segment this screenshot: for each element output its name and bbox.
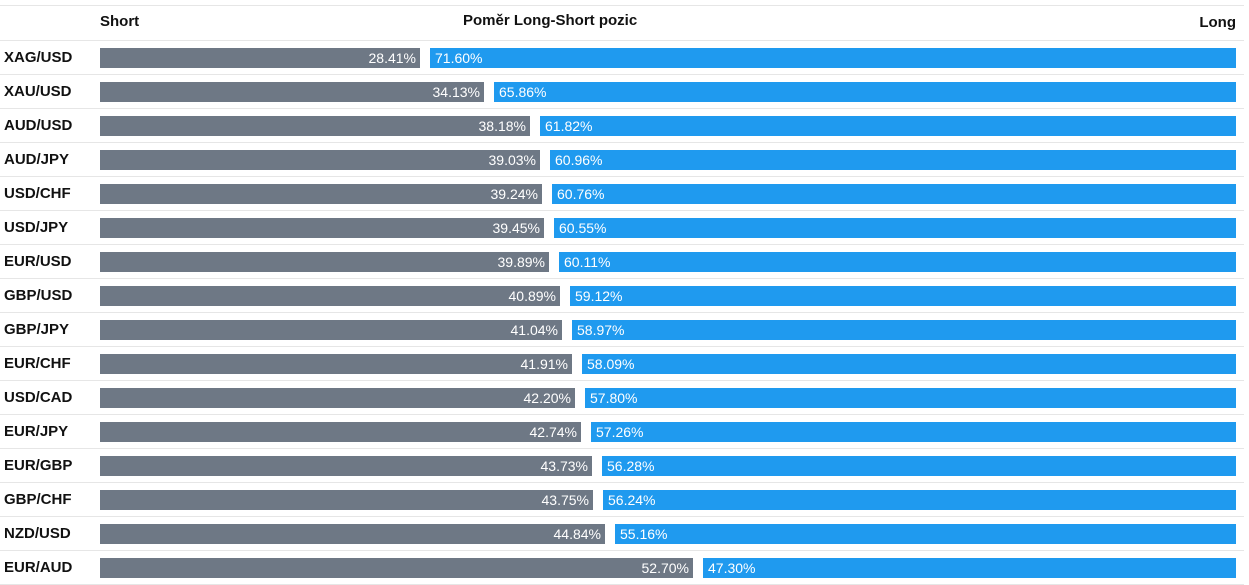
pair-label-eur-jpy: EUR/JPY [4, 423, 69, 440]
table-row: EUR/AUD 52.70% 47.30% [0, 551, 1244, 585]
short-bar-aud-usd: 38.18% [100, 116, 530, 136]
pair-label-eur-gbp: EUR/GBP [4, 457, 73, 474]
table-row: AUD/USD 38.18% 61.82% [0, 109, 1244, 143]
long-bar-nzd-usd: 55.16% [615, 524, 1236, 544]
long-bar-aud-usd: 61.82% [540, 116, 1236, 136]
pair-label-nzd-usd: NZD/USD [4, 525, 71, 542]
table-row: USD/CAD 42.20% 57.80% [0, 381, 1244, 415]
table-row: USD/CHF 39.24% 60.76% [0, 177, 1244, 211]
long-bar-eur-aud: 47.30% [703, 558, 1236, 578]
table-row: XAG/USD 28.41% 71.60% [0, 41, 1244, 75]
short-bar-gbp-usd: 40.89% [100, 286, 560, 306]
pair-label-gbp-chf: GBP/CHF [4, 491, 72, 508]
table-row: GBP/CHF 43.75% 56.24% [0, 483, 1244, 517]
short-bar-gbp-chf: 43.75% [100, 490, 593, 510]
long-bar-gbp-usd: 59.12% [570, 286, 1236, 306]
long-bar-usd-cad: 57.80% [585, 388, 1236, 408]
short-bar-eur-chf: 41.91% [100, 354, 572, 374]
short-bar-nzd-usd: 44.84% [100, 524, 605, 544]
table-row: GBP/JPY 41.04% 58.97% [0, 313, 1244, 347]
long-bar-aud-jpy: 60.96% [550, 150, 1236, 170]
table-header: Short Poměr Long-Short pozic Long [0, 5, 1244, 41]
long-bar-eur-jpy: 57.26% [591, 422, 1236, 442]
pair-label-aud-jpy: AUD/JPY [4, 151, 70, 168]
long-bar-xau-usd: 65.86% [494, 82, 1236, 102]
table-row: XAU/USD 34.13% 65.86% [0, 75, 1244, 109]
pair-label-usd-jpy: USD/JPY [4, 219, 69, 236]
pair-label-gbp-usd: GBP/USD [4, 287, 73, 304]
long-bar-eur-usd: 60.11% [559, 252, 1236, 272]
pair-label-eur-chf: EUR/CHF [4, 355, 71, 372]
chart-title: Poměr Long-Short pozic [463, 12, 638, 29]
table-row: GBP/USD 40.89% 59.12% [0, 279, 1244, 313]
table-row: EUR/GBP 43.73% 56.28% [0, 449, 1244, 483]
short-column-header: Short [100, 13, 140, 30]
long-bar-eur-chf: 58.09% [582, 354, 1236, 374]
short-bar-xau-usd: 34.13% [100, 82, 484, 102]
short-bar-eur-gbp: 43.73% [100, 456, 592, 476]
pair-label-usd-cad: USD/CAD [4, 389, 73, 406]
long-short-ratio-table: Short Poměr Long-Short pozic Long XAG/US… [0, 5, 1244, 585]
pair-label-eur-usd: EUR/USD [4, 253, 72, 270]
long-column-header: Long [1199, 14, 1236, 31]
pair-label-eur-aud: EUR/AUD [4, 559, 73, 576]
table-row: EUR/USD 39.89% 60.11% [0, 245, 1244, 279]
pair-label-xau-usd: XAU/USD [4, 83, 72, 100]
pair-label-usd-chf: USD/CHF [4, 185, 71, 202]
short-bar-eur-jpy: 42.74% [100, 422, 581, 442]
pair-label-aud-usd: AUD/USD [4, 117, 73, 134]
short-bar-usd-cad: 42.20% [100, 388, 575, 408]
table-row: EUR/JPY 42.74% 57.26% [0, 415, 1244, 449]
short-bar-eur-usd: 39.89% [100, 252, 549, 272]
short-bar-aud-jpy: 39.03% [100, 150, 540, 170]
long-bar-usd-jpy: 60.55% [554, 218, 1236, 238]
table-row: USD/JPY 39.45% 60.55% [0, 211, 1244, 245]
pair-label-xag-usd: XAG/USD [4, 49, 73, 66]
long-bar-usd-chf: 60.76% [552, 184, 1236, 204]
table-row: EUR/CHF 41.91% 58.09% [0, 347, 1244, 381]
short-bar-xag-usd: 28.41% [100, 48, 420, 68]
short-bar-gbp-jpy: 41.04% [100, 320, 562, 340]
pair-label-gbp-jpy: GBP/JPY [4, 321, 70, 338]
short-bar-usd-jpy: 39.45% [100, 218, 544, 238]
short-bar-usd-chf: 39.24% [100, 184, 542, 204]
short-bar-eur-aud: 52.70% [100, 558, 693, 578]
table-row: NZD/USD 44.84% 55.16% [0, 517, 1244, 551]
ratio-rows: XAG/USD 28.41% 71.60% XAU/USD 34.13% 65.86% AU… [0, 41, 1244, 585]
long-bar-xag-usd: 71.60% [430, 48, 1236, 68]
long-bar-gbp-jpy: 58.97% [572, 320, 1236, 340]
long-bar-eur-gbp: 56.28% [602, 456, 1236, 476]
long-bar-gbp-chf: 56.24% [603, 490, 1236, 510]
table-row: AUD/JPY 39.03% 60.96% [0, 143, 1244, 177]
